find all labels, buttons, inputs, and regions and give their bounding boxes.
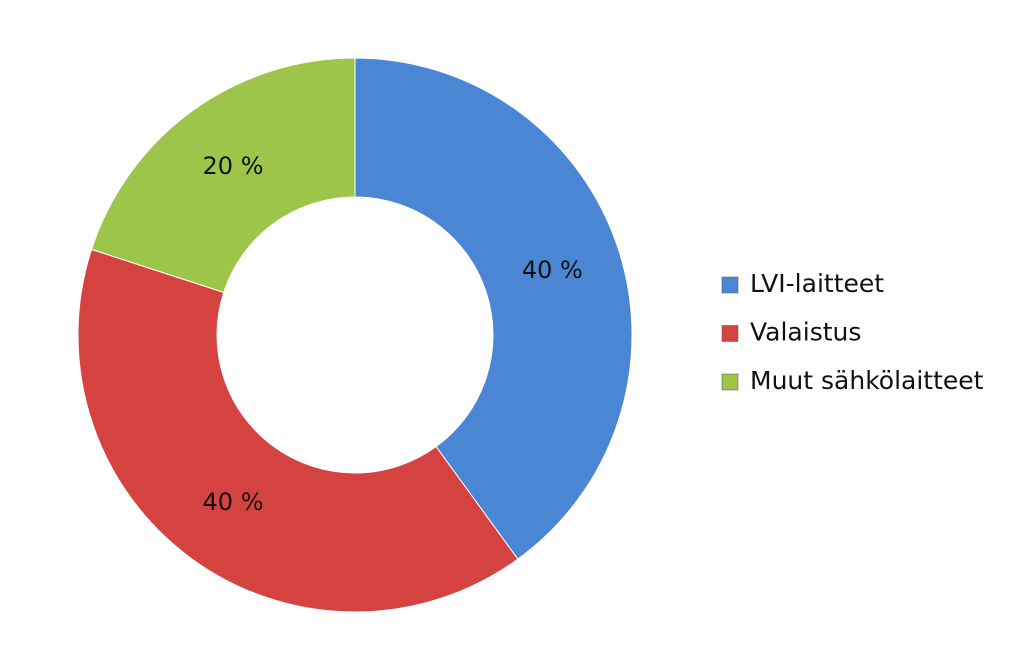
legend-swatch (721, 325, 739, 342)
donut-segment (90, 57, 356, 293)
legend-swatch (721, 276, 739, 294)
value-label: 40 % (522, 256, 583, 284)
donut-segment (354, 57, 633, 560)
legend-label: Valaistus (750, 318, 861, 347)
donut-segment (77, 248, 519, 613)
value-label: 20 % (203, 152, 264, 180)
legend-label: Muut sähkölaitteet (750, 366, 984, 395)
legend-swatch (721, 373, 739, 391)
legend-label: LVI-laitteet (750, 269, 884, 298)
value-label: 40 % (203, 488, 264, 516)
